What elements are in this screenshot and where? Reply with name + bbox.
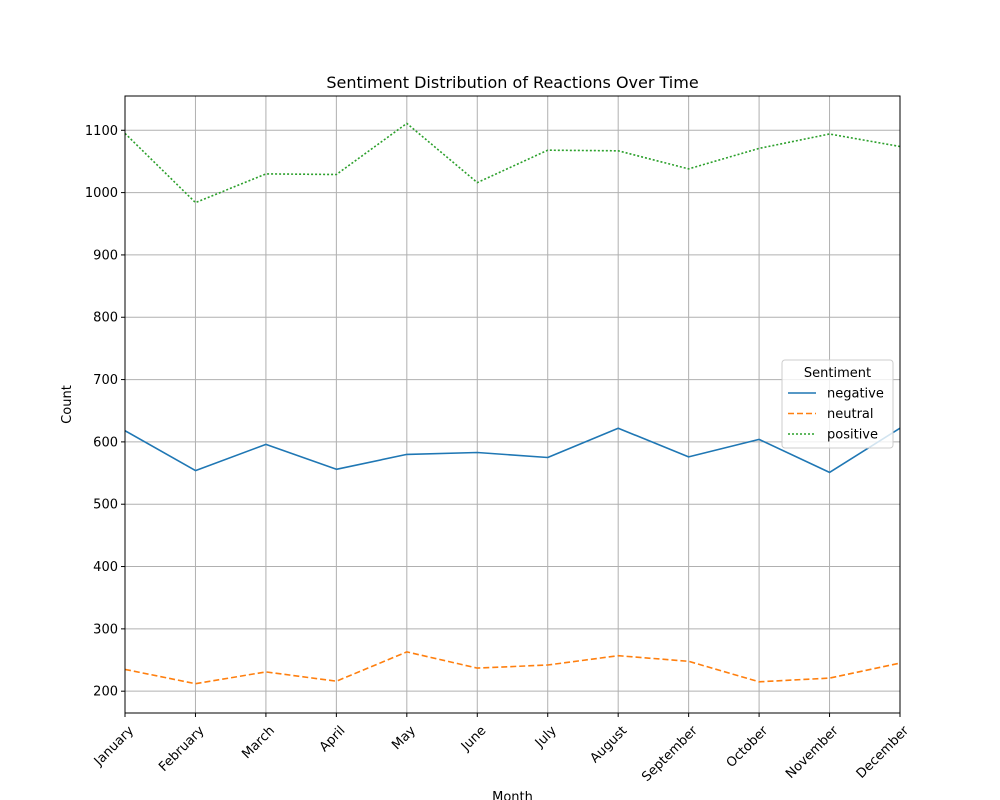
legend-frame <box>781 359 894 449</box>
y-tick-label: 200 <box>93 685 118 700</box>
legend-label-negative: negative <box>827 387 884 402</box>
x-tick-label: September <box>639 723 701 785</box>
legend-label-positive: positive <box>827 428 878 443</box>
x-tick-label: July <box>532 723 560 751</box>
y-tick-label: 600 <box>93 435 118 450</box>
series-line-positive <box>125 122 900 204</box>
plot-frame <box>124 95 901 714</box>
y-tick-label: 800 <box>93 311 118 326</box>
x-tick-label: February <box>156 723 208 775</box>
legend: Sentiment negative neutral positive <box>781 359 894 449</box>
x-tick-label: June <box>458 723 489 754</box>
y-axis-label: Count <box>60 385 75 424</box>
x-tick-label: August <box>587 723 630 766</box>
series-line-negative <box>125 427 900 474</box>
series-line-neutral <box>125 651 900 685</box>
y-tick-label: 300 <box>93 622 118 637</box>
x-tick-label: March <box>239 723 278 762</box>
y-tick-label: 500 <box>93 498 118 513</box>
y-tick-label: 900 <box>93 248 118 263</box>
x-tick-label: December <box>854 723 913 782</box>
y-tick-label: 1100 <box>85 124 118 139</box>
series-lines <box>125 122 900 685</box>
chart-title: Sentiment Distribution of Reactions Over… <box>326 73 698 92</box>
y-tick-label: 1000 <box>85 186 118 201</box>
x-tick-label: November <box>783 723 842 782</box>
x-tick-label: October <box>724 723 772 771</box>
x-axis: January February March April May June July Augu… <box>91 713 913 785</box>
x-axis-label: Month <box>492 790 533 800</box>
x-tick-label: April <box>317 723 349 755</box>
x-tick-label: May <box>389 723 419 753</box>
x-tick-label: January <box>91 723 137 769</box>
legend-label-neutral: neutral <box>827 407 874 422</box>
legend-title: Sentiment <box>804 366 871 381</box>
y-tick-label: 700 <box>93 373 118 388</box>
y-tick-label: 400 <box>93 560 118 575</box>
y-axis: 200 300 400 500 600 700 800 900 1000 1100 <box>85 124 125 700</box>
